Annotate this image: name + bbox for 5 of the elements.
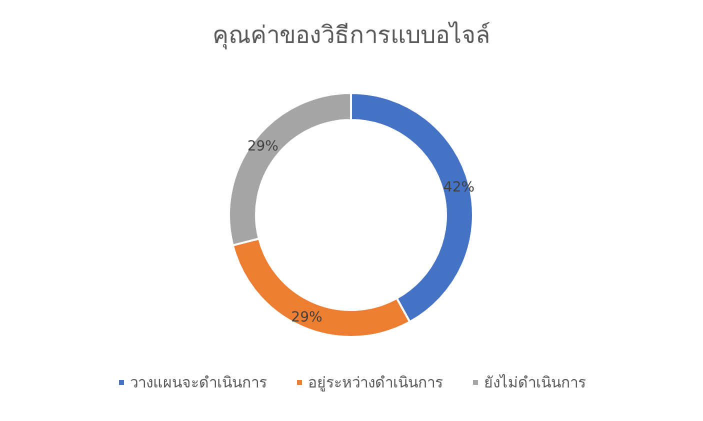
legend-label: ยังไม่ดำเนินการ (484, 374, 586, 392)
chart-title: คุณค่าของวิธีการแบบอไจล์ (212, 21, 490, 50)
data-label: 29% (291, 309, 322, 326)
legend-label: วางแผนจะดำเนินการ (130, 374, 267, 392)
legend-label: อยู่ระหว่างดำเนินการ (308, 374, 443, 392)
